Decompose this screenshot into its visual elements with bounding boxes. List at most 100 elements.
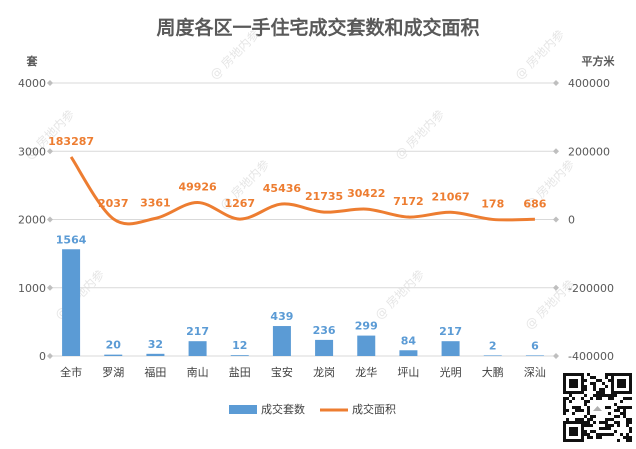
- qr-module: [596, 394, 599, 397]
- qr-module: [608, 373, 611, 376]
- category-label: 福田: [144, 365, 166, 379]
- qr-module: [563, 385, 566, 388]
- qr-module: [605, 418, 608, 421]
- qr-module: [569, 427, 572, 430]
- bar-data-label: 2: [489, 339, 497, 352]
- qr-module: [614, 409, 617, 412]
- qr-module: [569, 373, 572, 376]
- qr-module: [617, 415, 620, 418]
- qr-module: [608, 418, 611, 421]
- left-tick-marker: [47, 284, 53, 291]
- qr-module: [572, 439, 575, 442]
- category-label: 光明: [440, 365, 462, 379]
- qr-module: [563, 400, 566, 403]
- qr-module: [602, 394, 605, 397]
- qr-module: [611, 424, 614, 427]
- category-labels: 全市 罗湖 福田 南山 盐田 宝安 龙岗 龙华 坪山 光明 大鹏 深汕: [60, 365, 546, 379]
- qr-module: [623, 382, 626, 385]
- bar-data-label: 6: [531, 339, 539, 352]
- line-data-label: 3361: [140, 196, 171, 209]
- qr-module: [593, 394, 596, 397]
- category-label: 罗湖: [102, 366, 124, 379]
- qr-module: [569, 400, 572, 403]
- qr-module: [581, 373, 584, 376]
- qr-module: [572, 421, 575, 424]
- watermark-layer: @ 房地内参 @ 房地内参@ 房地内参 @ 房地内参@ 房地内参 @ 房地内参@ 房地…: [22, 26, 578, 332]
- left-tick-label: 3000: [18, 145, 46, 158]
- qr-module: [608, 424, 611, 427]
- qr-module: [587, 421, 590, 424]
- qr-module: [599, 421, 602, 424]
- category-label: 宝安: [271, 365, 293, 379]
- left-tick-marker: [47, 353, 53, 359]
- qr-module: [563, 397, 566, 400]
- grid-lines: [50, 82, 556, 357]
- qr-module: [629, 427, 632, 430]
- qr-module: [575, 409, 578, 412]
- qr-module: [575, 439, 578, 442]
- qr-module: [605, 385, 608, 388]
- bar: [104, 354, 123, 356]
- qr-module: [572, 430, 575, 433]
- qr-module: [626, 433, 629, 436]
- qr-module: [593, 385, 596, 388]
- qr-module: [617, 382, 620, 385]
- qr-module: [623, 391, 626, 394]
- qr-module: [620, 406, 623, 409]
- qr-module: [629, 397, 632, 400]
- qr-module: [626, 439, 629, 442]
- qr-module: [602, 427, 605, 430]
- qr-module: [590, 418, 593, 421]
- qr-module: [569, 382, 572, 385]
- qr-module: [569, 385, 572, 388]
- qr-module: [626, 391, 629, 394]
- legend-label-line: 成交面积: [352, 402, 396, 416]
- qr-module: [626, 436, 629, 439]
- qr-module: [620, 379, 623, 382]
- bar-data-label: 217: [439, 325, 462, 338]
- qr-module: [575, 391, 578, 394]
- qr-module: [575, 421, 578, 424]
- qr-module: [566, 418, 569, 421]
- category-label: 南山: [187, 366, 209, 379]
- line-data-label: 2037: [98, 197, 129, 210]
- qr-module: [626, 424, 629, 427]
- qr-module: [593, 421, 596, 424]
- qr-module: [626, 421, 629, 424]
- qr-module: [581, 409, 584, 412]
- bar-data-label: 236: [313, 324, 336, 337]
- qr-module: [617, 409, 620, 412]
- qr-module: [581, 385, 584, 388]
- qr-module: [593, 376, 596, 379]
- qr-module: [569, 391, 572, 394]
- right-tick-label: 200000: [568, 145, 610, 158]
- left-axis-ticks: 0 1000 2000 3000 4000: [18, 77, 53, 363]
- qr-module: [608, 397, 611, 400]
- right-tick-marker: [553, 284, 559, 291]
- qr-module: [587, 412, 590, 415]
- chart-title: 周度各区一手住宅成交套数和成交面积: [156, 16, 479, 39]
- qr-module: [617, 439, 620, 442]
- qr-module: [620, 391, 623, 394]
- qr-module: [599, 379, 602, 382]
- qr-module: [602, 382, 605, 385]
- qr-module: [581, 418, 584, 421]
- qr-module: [578, 418, 581, 421]
- qr-module: [590, 376, 593, 379]
- qr-module: [614, 403, 617, 406]
- qr-module: [605, 406, 608, 409]
- qr-module: [575, 433, 578, 436]
- right-axis-ticks: -400000 -200000 0 200000 400000: [553, 77, 614, 363]
- category-label: 全市: [60, 365, 82, 379]
- qr-module: [566, 439, 569, 442]
- right-tick-label: -200000: [568, 282, 614, 295]
- qr-module: [578, 439, 581, 442]
- qr-module: [611, 376, 614, 379]
- qr-module: [629, 373, 632, 376]
- right-axis-unit: 平方米: [582, 54, 616, 68]
- qr-module: [572, 406, 575, 409]
- qr-module: [590, 424, 593, 427]
- qr-module: [581, 433, 584, 436]
- qr-module: [629, 376, 632, 379]
- line-path: [69, 156, 535, 226]
